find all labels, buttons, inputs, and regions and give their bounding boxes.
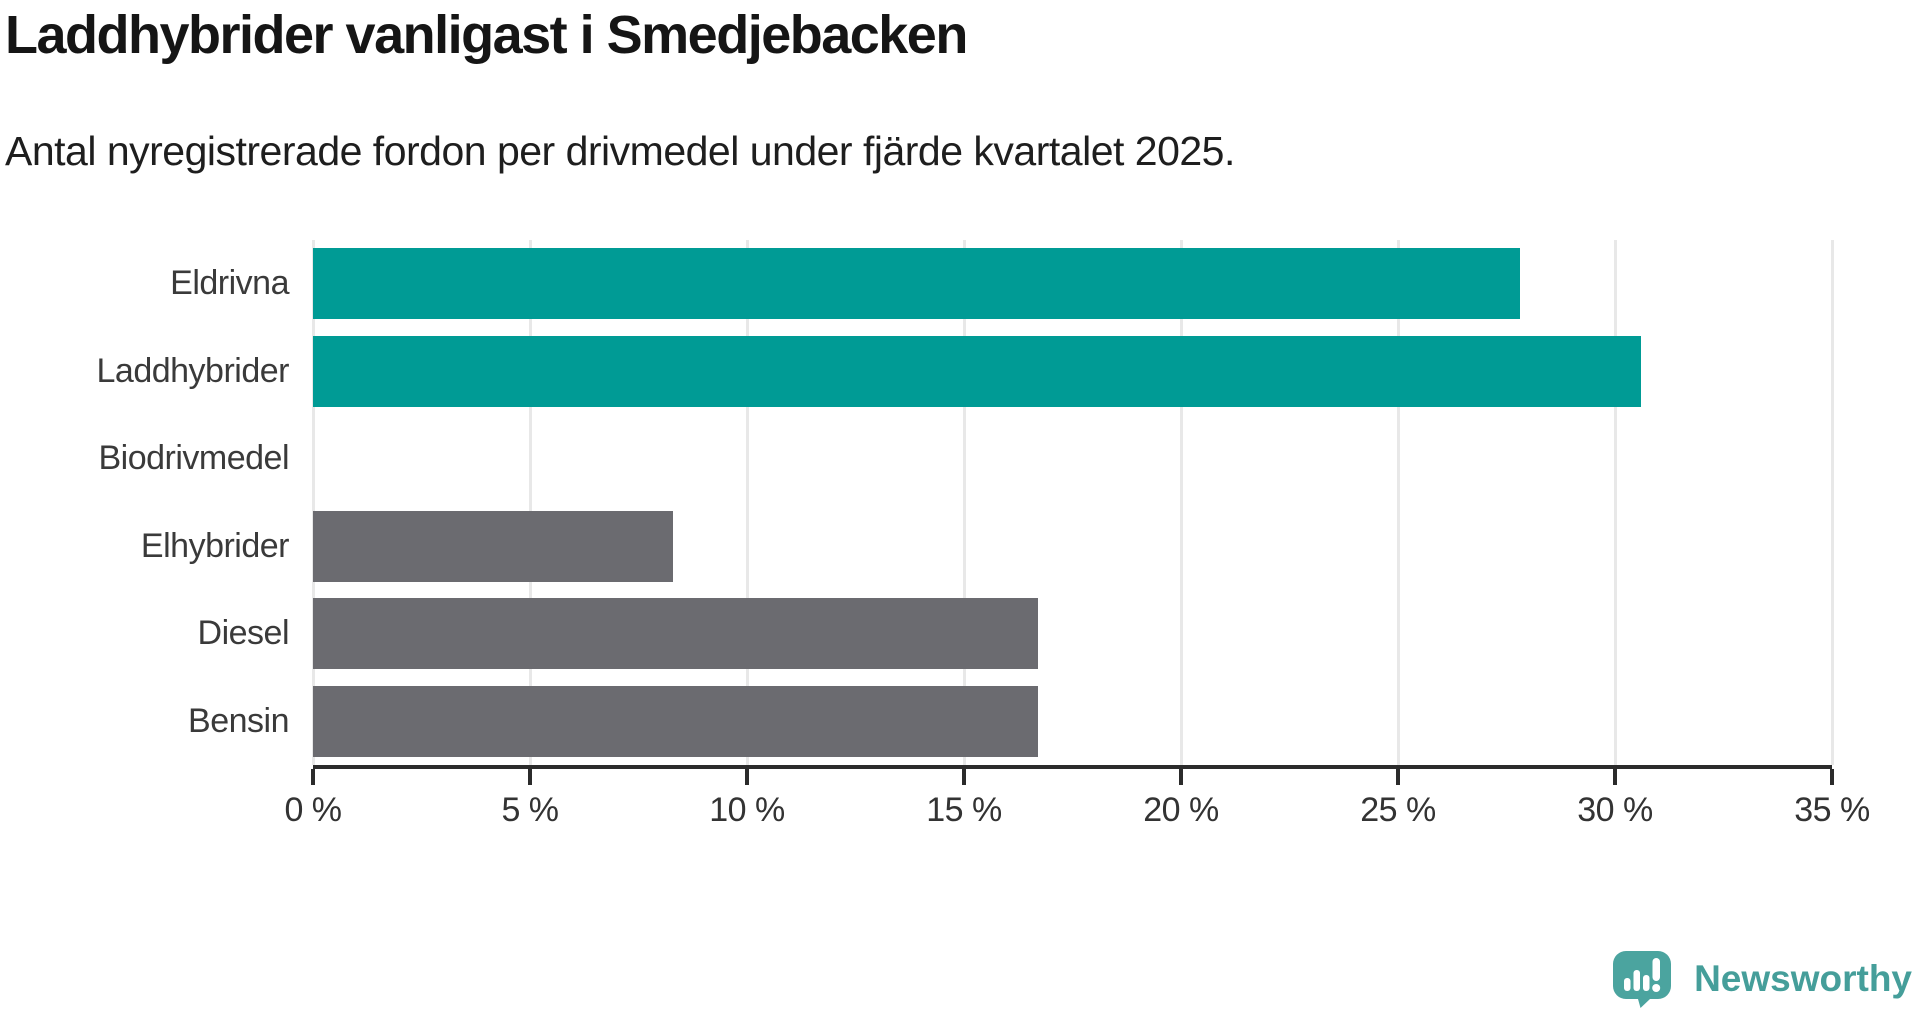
- axis-tick: [962, 769, 966, 785]
- brand-name: Newsworthy: [1694, 958, 1912, 999]
- category-label: Biodrivmedel: [98, 439, 289, 478]
- axis-tick-label: 10 %: [709, 791, 785, 829]
- axis-tick-label: 30 %: [1577, 791, 1653, 829]
- page-subtitle: Antal nyregistrerade fordon per drivmede…: [5, 128, 1235, 174]
- chart-row: [313, 503, 1832, 591]
- gridline: [1396, 240, 1400, 765]
- axis-tick-label: 15 %: [926, 791, 1002, 829]
- brand-footer: Newsworthy: [1612, 950, 1912, 1008]
- gridline: [1613, 240, 1617, 765]
- gridline: [311, 240, 315, 765]
- page-title: Laddhybrider vanligast i Smedjebacken: [5, 5, 968, 65]
- newsworthy-logo-icon: [1613, 951, 1672, 1008]
- category-label: Diesel: [197, 614, 290, 653]
- bar-bensin: [313, 685, 1038, 757]
- axis-tick-label: 20 %: [1143, 791, 1219, 829]
- bar-eldrivna: [313, 248, 1520, 320]
- axis-tick: [745, 769, 749, 785]
- chart-row: [313, 678, 1832, 766]
- bar-chart: Eldrivna Laddhybrider Biodrivmedel Elhybrid…: [0, 240, 1834, 765]
- category-label: Elhybrider: [140, 526, 290, 565]
- bar-elhybrider: [313, 510, 674, 582]
- plot-area: [311, 240, 1834, 765]
- gridline: [1179, 240, 1183, 765]
- category-label: Eldrivna: [170, 264, 289, 303]
- axis-tick: [1179, 769, 1183, 785]
- category-label: Bensin: [188, 701, 289, 740]
- chart-row: [313, 590, 1832, 678]
- axis-tick: [528, 769, 532, 785]
- bar-laddhybrider: [313, 335, 1642, 407]
- chart-row: [313, 415, 1832, 503]
- gridline: [745, 240, 749, 765]
- gridline: [962, 240, 966, 765]
- axis-tick: [311, 769, 315, 785]
- axis-tick-label: 5 %: [501, 791, 559, 829]
- axis-tick: [1830, 769, 1834, 785]
- axis-tick: [1396, 769, 1400, 785]
- x-axis: 0 % 5 % 10 % 15 % 20 % 25 % 30 % 35 %: [284, 765, 1870, 829]
- bar-rows: [313, 240, 1832, 765]
- axis-tick-label: 35 %: [1794, 791, 1870, 829]
- axis-tick-label: 0 %: [284, 791, 342, 829]
- bar-diesel: [313, 598, 1038, 670]
- chart-row: [313, 240, 1832, 328]
- axis-tick: [1613, 769, 1617, 785]
- gridline: [528, 240, 532, 765]
- category-label: Laddhybrider: [96, 351, 290, 390]
- gridline: [1830, 240, 1834, 765]
- axis-tick-label: 25 %: [1360, 791, 1436, 829]
- chart-row: [313, 328, 1832, 416]
- category-axis: Eldrivna Laddhybrider Biodrivmedel Elhybrid…: [0, 240, 313, 765]
